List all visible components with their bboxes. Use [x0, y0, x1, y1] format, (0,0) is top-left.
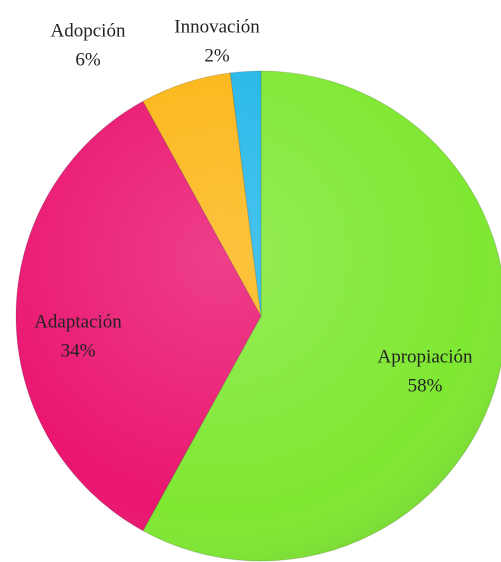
slice-value-label: 34%: [61, 340, 96, 361]
labels: Apropiación 58% Adaptación 34% Adopción 6% Inn…: [34, 16, 473, 396]
slice-value-label: 58%: [408, 375, 443, 396]
slice-category-label: Innovación: [174, 16, 260, 37]
slice-category-label: Adaptación: [34, 311, 122, 332]
slice-category-label: Adopción: [51, 20, 126, 41]
slice-value-label: 6%: [75, 49, 101, 70]
slice-value-label: 2%: [204, 45, 230, 66]
slice-category-label: Apropiación: [378, 346, 473, 367]
